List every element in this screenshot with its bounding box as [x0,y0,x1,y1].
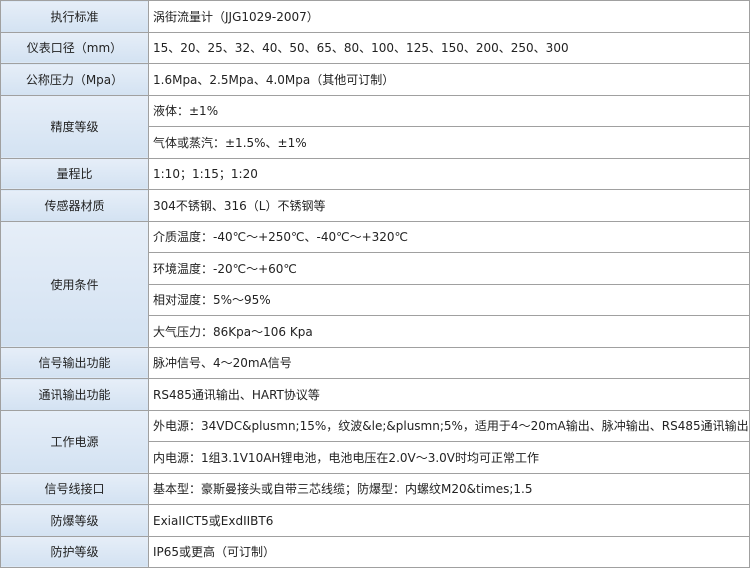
row-label: 仪表口径（mm） [0,31,149,64]
table-row: 使用条件 介质温度：-40℃～+250℃、-40℃～+320℃ [0,220,750,348]
table-row: 精度等级 液体：±1% [0,94,750,159]
table-row: 内电源：1组3.1V10AH锂电池，电池电压在2.0V～3.0V时均可正常工作 [1,441,750,474]
table-row: 仪表口径（mm） 15、20、25、32、40、50、65、80、100、125、… [0,31,750,64]
table-row: 传感器材质 304不锈钢、316（L）不锈钢等 [0,189,750,222]
row-value: 气体或蒸汽：±1.5%、±1% [148,126,750,159]
row-value: 1:10；1:15；1:20 [148,157,750,190]
row-value: 介质温度：-40℃～+250℃、-40℃～+320℃ [148,220,750,253]
table-row: 量程比 1:10；1:15；1:20 [0,157,750,190]
row-label: 工作电源 [0,409,149,474]
table-row: 大气压力：86Kpa～106 Kpa [1,315,750,348]
table-row: 气体或蒸汽：±1.5%、±1% [1,126,750,159]
row-label: 精度等级 [0,94,149,159]
row-value: 相对湿度：5%～95% [148,283,750,316]
row-label: 防护等级 [0,535,149,568]
row-label: 公称压力（Mpa） [0,63,149,96]
row-value: RS485通讯输出、HART协议等 [148,378,750,411]
table-row: 工作电源 外电源：34VDC&plusmn;15%，纹波&le;&plusmn;5… [0,409,750,474]
row-value: 液体：±1% [148,94,750,127]
row-value: ExiaIICT5或ExdIIBT6 [148,504,750,537]
row-label: 信号线接口 [0,472,149,505]
row-value: IP65或更高（可订制） [148,535,750,568]
row-value: 脉冲信号、4～20mA信号 [148,346,750,379]
row-label: 防爆等级 [0,504,149,537]
row-label: 信号输出功能 [0,346,149,379]
row-label: 通讯输出功能 [0,378,149,411]
row-value: 基本型：豪斯曼接头或自带三芯线缆；防爆型：内螺纹M20&times;1.5 [148,472,750,505]
row-label: 使用条件 [0,220,149,348]
row-value: 内电源：1组3.1V10AH锂电池，电池电压在2.0V～3.0V时均可正常工作 [148,441,750,474]
table-row: 信号线接口 基本型：豪斯曼接头或自带三芯线缆；防爆型：内螺纹M20&times;1… [0,472,750,505]
table-row: 公称压力（Mpa） 1.6Mpa、2.5Mpa、4.0Mpa（其他可订制） [0,63,750,96]
table-row: 防爆等级 ExiaIICT5或ExdIIBT6 [0,504,750,537]
row-value: 1.6Mpa、2.5Mpa、4.0Mpa（其他可订制） [148,63,750,96]
table-row: 信号输出功能 脉冲信号、4～20mA信号 [0,346,750,379]
table-row: 通讯输出功能 RS485通讯输出、HART协议等 [0,378,750,411]
row-value: 304不锈钢、316（L）不锈钢等 [148,189,750,222]
row-value: 15、20、25、32、40、50、65、80、100、125、150、200、… [148,31,750,64]
table-row: 执行标准 涡街流量计（JJG1029-2007） [0,0,750,33]
row-value: 外电源：34VDC&plusmn;15%，纹波&le;&plusmn;5%，适用… [148,409,750,442]
table-row: 防护等级 IP65或更高（可订制） [0,535,750,568]
table-row: 环境温度：-20℃～+60℃ [1,252,750,285]
row-label: 传感器材质 [0,189,149,222]
row-value: 涡街流量计（JJG1029-2007） [148,0,750,33]
row-value: 环境温度：-20℃～+60℃ [148,252,750,285]
row-label: 量程比 [0,157,149,190]
row-value: 大气压力：86Kpa～106 Kpa [148,315,750,348]
row-label: 执行标准 [0,0,149,33]
